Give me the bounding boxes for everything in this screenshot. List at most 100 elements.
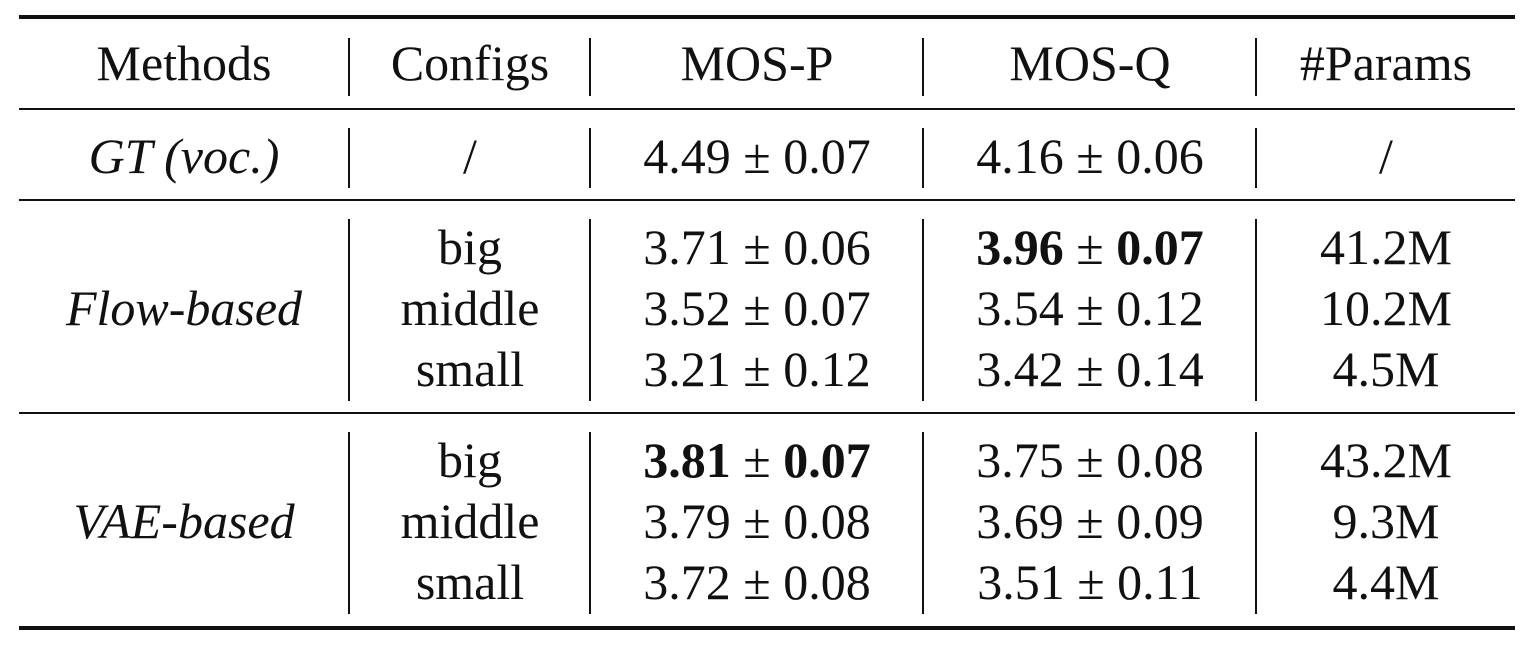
std-value: 0.07 <box>783 432 871 488</box>
pm-symbol: ± <box>1076 219 1104 275</box>
mean-value: 4.16 <box>976 128 1064 184</box>
vae-small-params: 4.4M <box>1332 554 1440 610</box>
flow-config-big: big <box>438 219 502 275</box>
gt-mos-p: 4.49 ± 0.07 <box>591 126 923 186</box>
pm-symbol: ± <box>1077 554 1105 610</box>
col-separator <box>1255 219 1257 401</box>
flow-big-mos-q-best: 3.96 ± 0.07 <box>924 217 1256 277</box>
col-separator <box>589 38 591 96</box>
mean-value: 3.81 <box>643 432 731 488</box>
mean-value: 3.52 <box>643 280 731 336</box>
col-separator <box>1255 38 1257 96</box>
pm-symbol: ± <box>743 554 771 610</box>
pm-symbol: ± <box>743 341 771 397</box>
flow-big-mos-p: 3.71 ± 0.06 <box>591 217 923 277</box>
col-separator <box>589 219 591 401</box>
col-separator <box>348 128 350 188</box>
mean-value: 3.79 <box>643 493 731 549</box>
header-configs: Configs <box>390 35 550 91</box>
flow-small-params: 4.5M <box>1332 341 1440 397</box>
flow-config-middle: middle <box>400 280 540 336</box>
std-value: 0.07 <box>783 128 871 184</box>
col-separator <box>589 432 591 614</box>
std-value: 0.06 <box>1116 128 1204 184</box>
pm-symbol: ± <box>743 219 771 275</box>
vae-big-mos-q: 3.75 ± 0.08 <box>924 430 1256 490</box>
vae-config-big: big <box>438 432 502 488</box>
pm-symbol: ± <box>743 280 771 336</box>
header-params: #Params <box>1299 35 1473 91</box>
col-separator <box>348 38 350 96</box>
mean-value: 3.42 <box>976 341 1064 397</box>
flow-config-small: small <box>415 341 525 397</box>
vae-big-params: 43.2M <box>1320 432 1452 488</box>
gt-config: / <box>463 128 477 184</box>
std-value: 0.08 <box>1116 432 1204 488</box>
col-separator <box>1255 128 1257 188</box>
std-value: 0.07 <box>1116 219 1204 275</box>
mean-value: 3.54 <box>976 280 1064 336</box>
col-separator <box>348 432 350 614</box>
pm-symbol: ± <box>1076 493 1104 549</box>
mean-value: 3.75 <box>976 432 1064 488</box>
bottom-rule <box>19 626 1515 630</box>
std-value: 0.06 <box>783 219 871 275</box>
std-value: 0.08 <box>783 554 871 610</box>
mean-value: 3.69 <box>976 493 1064 549</box>
std-value: 0.12 <box>1116 280 1204 336</box>
col-separator <box>922 128 924 188</box>
mean-value: 3.71 <box>643 219 731 275</box>
std-value: 0.12 <box>783 341 871 397</box>
col-separator <box>1255 432 1257 614</box>
vae-small-mos-q: 3.51 ± 0.11 <box>924 552 1256 612</box>
flow-middle-mos-p: 3.52 ± 0.07 <box>591 278 923 338</box>
flow-small-mos-q: 3.42 ± 0.14 <box>924 339 1256 399</box>
pm-symbol: ± <box>743 128 771 184</box>
header-mos-q: MOS-Q <box>1009 35 1171 91</box>
gt-method: GT (voc.) <box>88 128 280 184</box>
vae-config-middle: middle <box>400 493 540 549</box>
pm-symbol: ± <box>1076 341 1104 397</box>
group-method-vae: VAE-based <box>73 493 295 549</box>
col-separator <box>922 432 924 614</box>
std-value: 0.11 <box>1117 554 1203 610</box>
col-separator <box>589 128 591 188</box>
col-separator <box>348 219 350 401</box>
group-method-flow: Flow-based <box>65 280 303 336</box>
pm-symbol: ± <box>743 493 771 549</box>
header-methods: Methods <box>96 35 272 91</box>
flow-big-params: 41.2M <box>1320 219 1452 275</box>
vae-middle-mos-q: 3.69 ± 0.09 <box>924 491 1256 551</box>
header-rule <box>19 108 1515 110</box>
col-separator <box>922 38 924 96</box>
group-rule <box>19 412 1515 414</box>
flow-middle-mos-q: 3.54 ± 0.12 <box>924 278 1256 338</box>
mean-value: 3.51 <box>977 554 1065 610</box>
col-separator <box>922 219 924 401</box>
vae-big-mos-p-best: 3.81 ± 0.07 <box>591 430 923 490</box>
pm-symbol: ± <box>743 432 771 488</box>
header-mos-p: MOS-P <box>680 35 834 91</box>
vae-middle-params: 9.3M <box>1332 493 1440 549</box>
gt-params: / <box>1379 128 1393 184</box>
vae-middle-mos-p: 3.79 ± 0.08 <box>591 491 923 551</box>
flow-small-mos-p: 3.21 ± 0.12 <box>591 339 923 399</box>
mean-value: 3.21 <box>643 341 731 397</box>
flow-middle-params: 10.2M <box>1320 280 1452 336</box>
pm-symbol: ± <box>1076 432 1104 488</box>
gt-rule <box>19 199 1515 201</box>
vae-config-small: small <box>415 554 525 610</box>
mean-value: 3.96 <box>976 219 1064 275</box>
std-value: 0.14 <box>1116 341 1204 397</box>
mean-value: 3.72 <box>643 554 731 610</box>
gt-mos-q: 4.16 ± 0.06 <box>924 126 1256 186</box>
std-value: 0.09 <box>1116 493 1204 549</box>
vae-small-mos-p: 3.72 ± 0.08 <box>591 552 923 612</box>
top-rule <box>19 15 1515 19</box>
pm-symbol: ± <box>1076 128 1104 184</box>
std-value: 0.08 <box>783 493 871 549</box>
std-value: 0.07 <box>783 280 871 336</box>
mean-value: 4.49 <box>643 128 731 184</box>
pm-symbol: ± <box>1076 280 1104 336</box>
